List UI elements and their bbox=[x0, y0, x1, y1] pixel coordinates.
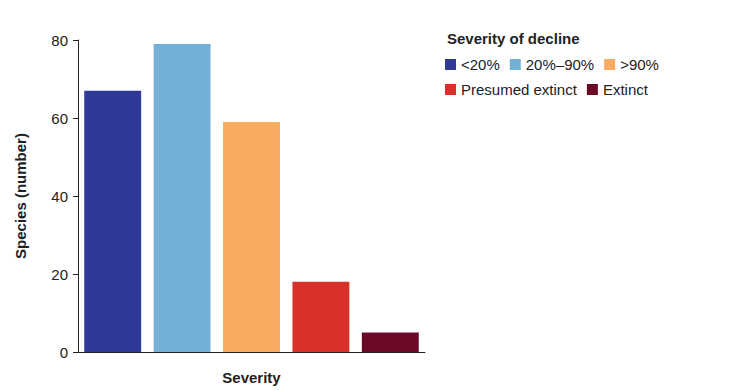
svg-text:Presumed extinct: Presumed extinct bbox=[461, 81, 578, 98]
svg-text:20: 20 bbox=[51, 266, 68, 283]
svg-text:Species (number): Species (number) bbox=[12, 133, 29, 259]
svg-text:<20%: <20% bbox=[461, 56, 500, 73]
svg-text:40: 40 bbox=[51, 188, 68, 205]
svg-text:60: 60 bbox=[51, 110, 68, 127]
svg-text:80: 80 bbox=[51, 32, 68, 49]
svg-text:Severity of decline: Severity of decline bbox=[447, 30, 580, 47]
svg-text:>90%: >90% bbox=[620, 56, 659, 73]
svg-text:Extinct: Extinct bbox=[603, 81, 649, 98]
svg-text:20%–90%: 20%–90% bbox=[526, 56, 594, 73]
svg-text:Severity: Severity bbox=[222, 369, 281, 386]
svg-text:0: 0 bbox=[60, 344, 68, 361]
